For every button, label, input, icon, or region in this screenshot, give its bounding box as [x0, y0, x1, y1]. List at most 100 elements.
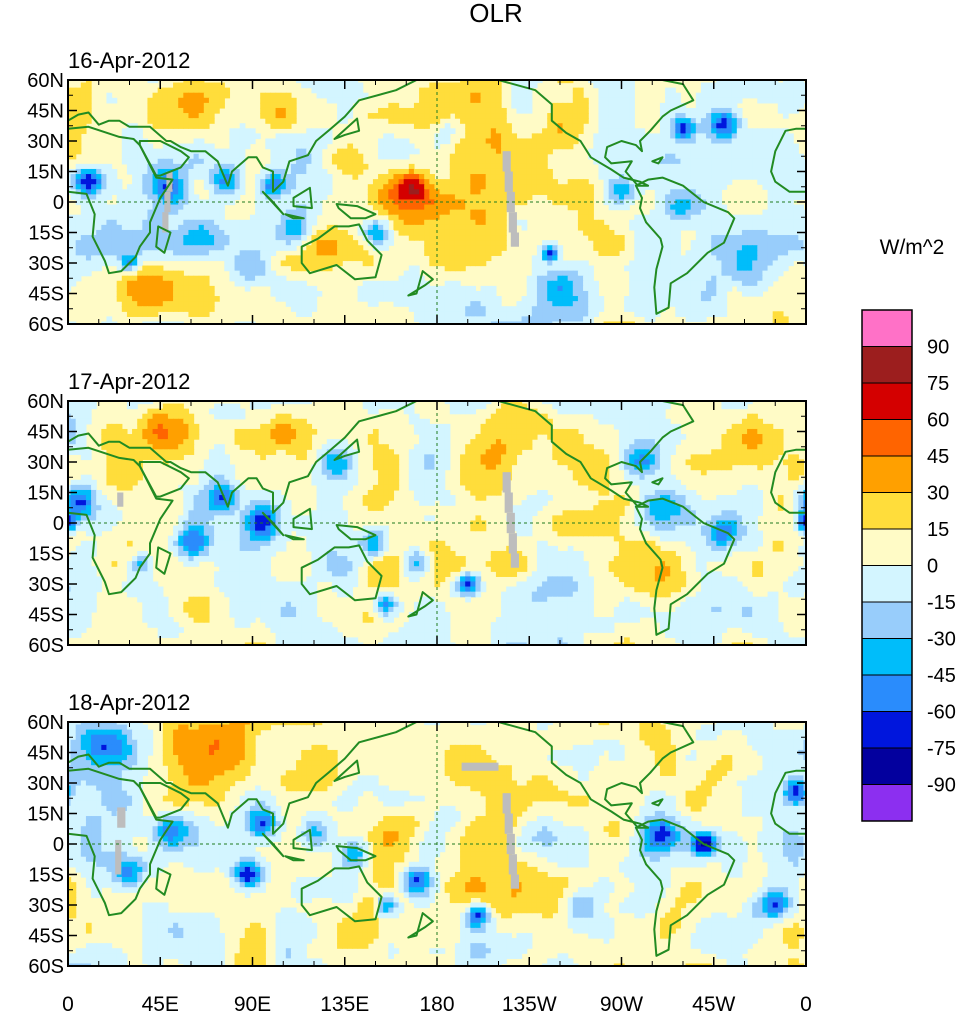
- olr-cell: [219, 214, 225, 221]
- olr-cell: [378, 280, 384, 287]
- olr-cell: [757, 214, 764, 221]
- olr-cell: [803, 219, 806, 226]
- olr-cell: [337, 245, 343, 251]
- olr-cell: [214, 250, 220, 256]
- olr-cell: [101, 179, 108, 185]
- olr-cell: [501, 311, 507, 317]
- olr-cell: [142, 306, 149, 312]
- olr-cell: [757, 255, 764, 262]
- olr-cell: [388, 403, 395, 410]
- olr-cell: [700, 296, 707, 302]
- olr-cell: [229, 245, 236, 251]
- olr-cell: [296, 401, 302, 405]
- olr-cell: [214, 174, 220, 180]
- olr-cell: [665, 133, 671, 140]
- olr-cell: [157, 118, 164, 124]
- olr-cell: [624, 179, 630, 185]
- olr-cell: [726, 174, 733, 180]
- olr-cell: [434, 255, 441, 262]
- olr-cell: [80, 87, 87, 94]
- olr-cell: [741, 174, 748, 180]
- olr-cell: [654, 148, 661, 155]
- olr-cell: [782, 80, 789, 84]
- olr-cell: [152, 199, 159, 206]
- olr-cell: [367, 290, 374, 297]
- olr-field: [68, 80, 806, 324]
- olr-cell: [577, 189, 584, 195]
- olr-cell: [116, 255, 123, 262]
- olr-cell: [106, 194, 113, 201]
- olr-cell: [265, 214, 272, 221]
- olr-cell: [70, 153, 77, 160]
- olr-cell: [506, 138, 512, 145]
- olr-cell: [362, 219, 369, 226]
- olr-cell: [449, 219, 456, 226]
- olr-cell: [501, 209, 507, 216]
- olr-cell: [485, 240, 492, 246]
- olr-cell: [470, 138, 477, 145]
- olr-cell: [357, 296, 364, 302]
- olr-cell: [721, 163, 728, 170]
- olr-cell: [665, 214, 671, 221]
- olr-cell: [572, 280, 579, 287]
- olr-cell: [460, 214, 466, 221]
- olr-cell: [490, 158, 497, 165]
- olr-cell: [80, 214, 87, 221]
- olr-cell: [157, 184, 164, 190]
- olr-cell: [296, 194, 302, 201]
- olr-cell: [629, 107, 635, 114]
- olr-cell: [265, 174, 272, 180]
- olr-cell: [782, 138, 789, 145]
- olr-cell: [260, 102, 266, 109]
- olr-cell: [649, 224, 656, 231]
- olr-cell: [782, 102, 789, 109]
- olr-cell: [757, 240, 764, 246]
- olr-cell: [608, 82, 615, 89]
- olr-cell: [706, 209, 712, 216]
- olr-cell: [793, 92, 799, 99]
- olr-cell: [470, 255, 477, 262]
- olr-cell: [716, 204, 723, 211]
- olr-cell: [316, 250, 323, 256]
- olr-cell: [680, 158, 687, 165]
- olr-cell: [337, 153, 343, 160]
- olr-cell: [454, 158, 461, 165]
- olr-cell: [234, 224, 241, 231]
- olr-cell: [408, 403, 415, 410]
- olr-cell: [475, 321, 482, 324]
- olr-cell: [511, 163, 518, 170]
- olr-cell: [777, 229, 784, 236]
- olr-cell: [408, 265, 415, 272]
- olr-cell: [618, 102, 625, 109]
- olr-cell: [706, 118, 712, 124]
- olr-cell: [675, 306, 682, 312]
- olr-cell: [367, 113, 374, 119]
- olr-cell: [675, 209, 682, 216]
- olr-cell: [301, 209, 307, 216]
- olr-cell: [511, 92, 518, 99]
- olr-cell: [388, 285, 395, 292]
- olr-cell: [511, 174, 518, 180]
- olr-cell: [132, 184, 138, 190]
- olr-cell: [690, 255, 697, 262]
- olr-cell: [408, 280, 415, 287]
- olr-cell: [552, 194, 559, 201]
- olr-cell: [485, 82, 492, 89]
- olr-cell: [557, 280, 564, 287]
- olr-cell: [68, 179, 72, 185]
- olr-cell: [542, 250, 548, 256]
- olr-cell: [782, 143, 789, 150]
- olr-cell: [311, 250, 318, 256]
- olr-cell: [337, 97, 343, 104]
- olr-cell: [424, 224, 430, 231]
- olr-cell: [685, 301, 692, 307]
- olr-cell: [803, 224, 806, 231]
- olr-cell: [311, 194, 318, 201]
- olr-cell: [306, 260, 313, 267]
- olr-cell: [757, 133, 764, 140]
- olr-cell: [716, 179, 723, 185]
- olr-cell: [126, 285, 133, 292]
- olr-cell: [721, 235, 728, 241]
- olr-cell: [670, 265, 676, 272]
- olr-cell: [603, 235, 610, 241]
